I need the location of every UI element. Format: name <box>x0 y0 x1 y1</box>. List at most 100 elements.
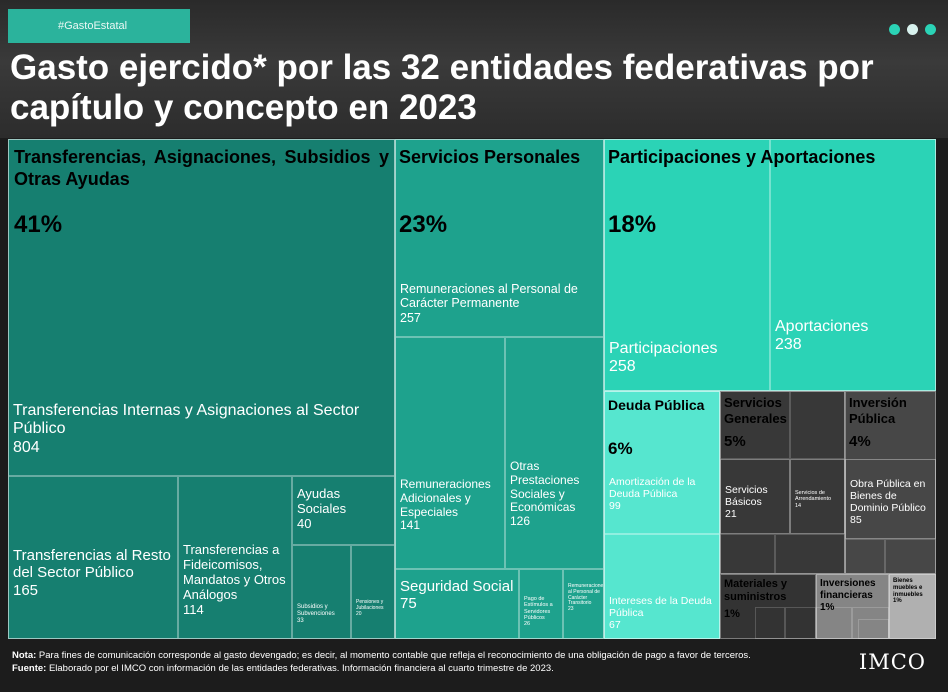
concept-name: Subsidios y Subvenciones <box>297 604 335 617</box>
concept-name: Obra Pública en Bienes de Dominio Públic… <box>850 478 926 515</box>
concept-label: Transferencias a Fideicomisos, Mandatos … <box>183 542 289 618</box>
concept-tile[interactable]: Intereses de la Deuda Pública 67 <box>604 534 720 639</box>
chapter-tile[interactable] <box>604 139 936 391</box>
nota-label: Nota: <box>12 650 37 661</box>
concept-label: Intereses de la Deuda Pública 67 <box>609 595 717 631</box>
concept-tile[interactable]: Transferencias Internas y Asignaciones a… <box>8 139 395 476</box>
chapter-name: Materiales y suministros <box>724 578 787 604</box>
concept-name: Servicios Básicos <box>725 484 768 509</box>
concept-tile[interactable]: Remuneraciones al Personal de Carácter T… <box>563 569 604 639</box>
treemap-cell <box>816 607 852 639</box>
chapter-tile[interactable] <box>395 139 604 639</box>
treemap-cell <box>775 534 845 574</box>
chapter-share: 5% <box>724 433 746 450</box>
concept-label: Ayudas Sociales 40 <box>297 486 392 532</box>
header: #GastoEstatal Gasto ejercido* por las 32… <box>0 0 948 138</box>
concept-value: 258 <box>609 358 636 376</box>
concept-tile[interactable]: Servicios Básicos 21 <box>720 459 790 534</box>
concept-tile[interactable]: Amortización de la Deuda Pública 99 <box>604 391 720 534</box>
fuente-text: Elaborado por el IMCO con información de… <box>48 663 554 674</box>
concept-value: 165 <box>13 581 39 599</box>
imco-logo: IMCO <box>858 650 926 674</box>
concept-tile[interactable]: Otras Prestaciones Sociales y Económicas… <box>505 337 604 569</box>
concept-tile[interactable]: Subsidios y Subvenciones 33 <box>292 545 351 639</box>
treemap-cell <box>852 607 889 639</box>
chapter-name: Deuda Pública <box>608 397 705 413</box>
concept-label: Remuneraciones al Personal de Carácter T… <box>568 583 604 613</box>
chapter-tile[interactable] <box>720 391 845 574</box>
concept-label: Obra Pública en Bienes de Dominio Públic… <box>850 478 933 526</box>
chart-title: Gasto ejercido* por las 32 entidades fed… <box>10 48 874 127</box>
concept-tile[interactable]: Servicios de Arrendamiento 14 <box>790 459 845 534</box>
chapter-name: Inversiones financieras <box>820 578 876 601</box>
dot-icon[interactable] <box>889 24 900 35</box>
chapter-share: 1% <box>893 598 902 604</box>
chapter-tile[interactable] <box>816 574 889 639</box>
concept-tile[interactable]: Aportaciones 238 <box>770 139 936 391</box>
chapter-name: Bienes muebles e inmuebles <box>893 578 923 599</box>
concept-tile[interactable]: Obra Pública en Bienes de Dominio Públic… <box>845 459 936 539</box>
concept-label: Aportaciones 238 <box>775 318 933 355</box>
concept-name: Pensiones y Jubilaciones <box>356 599 384 611</box>
concept-label: Remuneraciones al Personal de Carácter P… <box>400 282 601 325</box>
concept-value: 114 <box>183 601 204 617</box>
concept-name: Pago de Estímulos a Servidores Públicos <box>524 596 553 621</box>
dot-icon[interactable] <box>925 24 936 35</box>
concept-value: 21 <box>725 508 737 521</box>
treemap-cell <box>720 391 790 459</box>
concept-value: 40 <box>297 515 312 531</box>
concept-label: Transferencias Internas y Asignaciones a… <box>13 402 392 457</box>
treemap-cell <box>845 539 885 574</box>
concept-tile[interactable]: Remuneraciones Adicionales y Especiales 1… <box>395 337 505 569</box>
concept-name: Remuneraciones al Personal de Carácter T… <box>568 583 604 607</box>
concept-tile[interactable]: Transferencias al Resto del Sector Públi… <box>8 476 178 639</box>
concept-value: 20 <box>356 610 362 617</box>
chapter-share: 18% <box>608 211 657 238</box>
concept-tile[interactable]: Pensiones y Jubilaciones 20 <box>351 545 395 639</box>
concept-label: Servicios de Arrendamiento 14 <box>795 490 842 509</box>
chapter-tile[interactable] <box>8 139 395 639</box>
fuente-line: Fuente: Elaborado por el IMCO con inform… <box>12 662 842 675</box>
concept-tile[interactable]: Participaciones 258 <box>604 139 770 391</box>
concept-name: Transferencias a Fideicomisos, Mandatos … <box>183 542 286 602</box>
chapter-name: Servicios Generales <box>724 395 787 426</box>
concept-name: Otras Prestaciones Sociales y Económicas <box>510 459 580 515</box>
chapter-tile[interactable] <box>845 391 936 574</box>
concept-tile[interactable]: Remuneraciones al Personal de Carácter P… <box>395 139 604 337</box>
concept-value: 67 <box>609 619 621 632</box>
treemap-cell <box>790 391 845 459</box>
chapter-share: 1% <box>724 608 740 620</box>
concept-tile[interactable]: Transferencias a Fideicomisos, Mandatos … <box>178 476 292 639</box>
concept-label: Participaciones 258 <box>609 340 767 377</box>
concept-value: 141 <box>400 518 421 533</box>
treemap-cell <box>785 607 816 639</box>
hashtag-badge: #GastoEstatal <box>8 9 190 43</box>
nota-text: Para fines de comunicación corresponde a… <box>38 650 751 661</box>
concept-name: Aportaciones <box>775 318 869 335</box>
chapter-name: Transferencias, Asignaciones, Subsidios … <box>14 147 389 189</box>
concept-tile[interactable]: Ayudas Sociales 40 <box>292 476 395 545</box>
concept-name: Participaciones <box>609 340 718 357</box>
concept-value: 238 <box>775 336 802 354</box>
chapter-share: 6% <box>608 439 633 458</box>
footer-notes: Nota: Para fines de comunicación corresp… <box>12 649 842 675</box>
chapter-tile[interactable] <box>720 574 816 639</box>
concept-name: Transferencias Internas y Asignaciones a… <box>13 402 360 438</box>
concept-value: 804 <box>13 438 40 456</box>
concept-name: Remuneraciones al Personal de Carácter P… <box>400 282 578 311</box>
concept-name: Servicios de Arrendamiento <box>795 490 832 503</box>
treemap-cell <box>885 539 936 574</box>
concept-label: Otras Prestaciones Sociales y Económicas… <box>510 459 601 529</box>
treemap: Transferencias Internas y Asignaciones a… <box>8 139 936 639</box>
chapter-share: 41% <box>14 211 63 238</box>
dot-icon[interactable] <box>907 24 918 35</box>
concept-value: 14 <box>795 502 802 509</box>
concept-tile[interactable]: Pago de Estímulos a Servidores Públicos 2… <box>519 569 563 639</box>
concept-tile[interactable]: Seguridad Social 75 <box>395 569 519 639</box>
concept-name: Seguridad Social <box>400 578 514 595</box>
concept-value: 126 <box>510 514 531 529</box>
chapter-share: 4% <box>849 433 871 450</box>
chapter-tile[interactable] <box>604 391 720 639</box>
chapter-name: Servicios Personales <box>399 147 581 167</box>
chapter-tile[interactable] <box>889 574 936 639</box>
